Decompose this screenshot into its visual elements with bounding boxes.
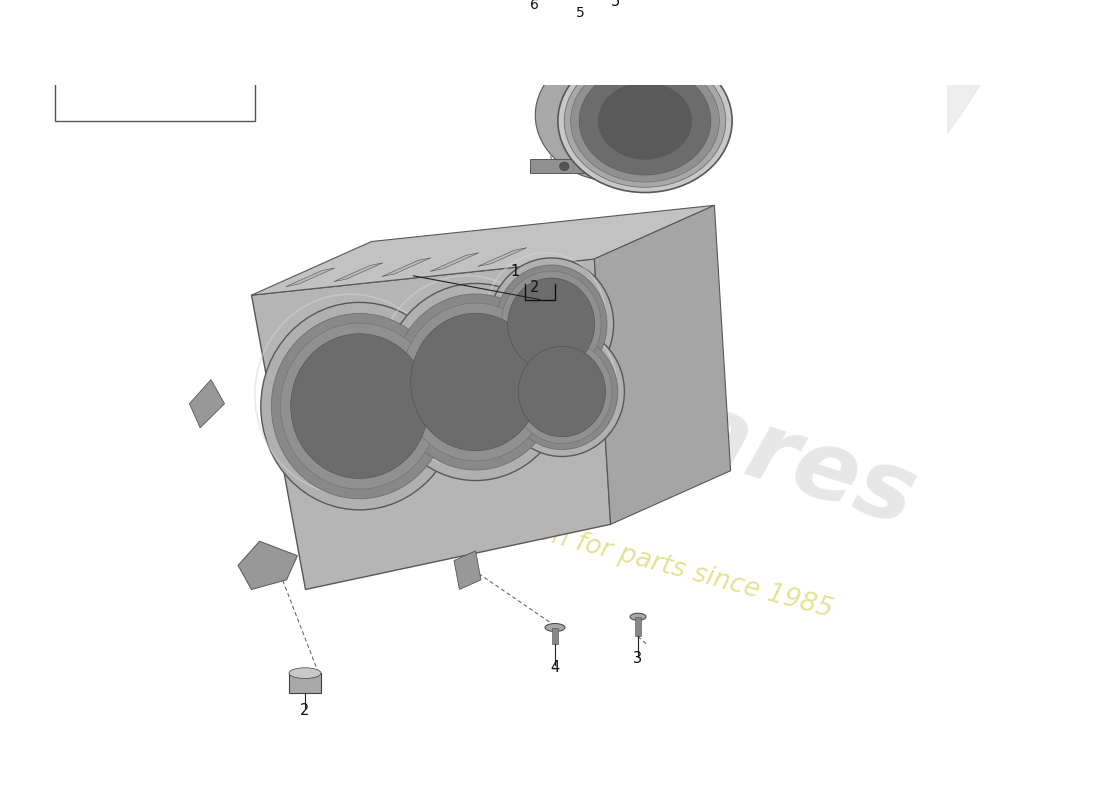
Text: 5: 5 bbox=[610, 0, 619, 10]
Text: 4: 4 bbox=[550, 660, 560, 675]
Ellipse shape bbox=[579, 66, 711, 175]
Polygon shape bbox=[616, 50, 645, 62]
Ellipse shape bbox=[499, 327, 625, 457]
Ellipse shape bbox=[518, 346, 605, 437]
Ellipse shape bbox=[101, 57, 127, 74]
Ellipse shape bbox=[289, 668, 321, 678]
Ellipse shape bbox=[532, 30, 552, 35]
Polygon shape bbox=[530, 159, 598, 174]
Polygon shape bbox=[238, 542, 297, 590]
Ellipse shape bbox=[190, 52, 213, 68]
Polygon shape bbox=[78, 0, 232, 68]
Ellipse shape bbox=[272, 314, 448, 498]
Text: a passion for parts since 1985: a passion for parts since 1985 bbox=[444, 494, 836, 623]
Ellipse shape bbox=[513, 340, 612, 443]
Ellipse shape bbox=[410, 314, 540, 450]
Ellipse shape bbox=[95, 51, 133, 80]
Bar bbox=[635, 617, 641, 637]
Polygon shape bbox=[594, 206, 730, 524]
Polygon shape bbox=[252, 259, 611, 590]
Ellipse shape bbox=[536, 49, 696, 182]
Bar bbox=[55, 0, 255, 121]
Polygon shape bbox=[382, 258, 431, 277]
Ellipse shape bbox=[495, 265, 607, 383]
Text: eurospares: eurospares bbox=[314, 267, 927, 546]
Ellipse shape bbox=[502, 271, 601, 377]
Ellipse shape bbox=[508, 278, 595, 370]
Ellipse shape bbox=[393, 294, 559, 470]
Polygon shape bbox=[252, 206, 714, 295]
Polygon shape bbox=[477, 248, 527, 266]
Ellipse shape bbox=[290, 334, 428, 478]
Polygon shape bbox=[286, 268, 334, 286]
Ellipse shape bbox=[383, 283, 569, 481]
Circle shape bbox=[560, 162, 569, 170]
Ellipse shape bbox=[564, 54, 726, 187]
Ellipse shape bbox=[534, 22, 550, 29]
Polygon shape bbox=[108, 0, 185, 15]
Text: 1: 1 bbox=[510, 264, 519, 279]
Polygon shape bbox=[189, 379, 224, 428]
Text: 2: 2 bbox=[300, 703, 310, 718]
Bar bbox=[289, 673, 321, 693]
Text: 6: 6 bbox=[529, 0, 538, 12]
Ellipse shape bbox=[402, 303, 550, 461]
Ellipse shape bbox=[571, 60, 719, 182]
Ellipse shape bbox=[280, 323, 439, 489]
Ellipse shape bbox=[261, 302, 459, 510]
Text: 2: 2 bbox=[530, 279, 540, 294]
Ellipse shape bbox=[544, 623, 565, 631]
Ellipse shape bbox=[506, 334, 618, 450]
Ellipse shape bbox=[630, 614, 646, 620]
Ellipse shape bbox=[184, 46, 220, 73]
Bar bbox=[552, 627, 558, 644]
Polygon shape bbox=[616, 50, 645, 186]
Text: 3: 3 bbox=[634, 651, 642, 666]
Polygon shape bbox=[112, 0, 182, 14]
Ellipse shape bbox=[488, 258, 614, 390]
Ellipse shape bbox=[558, 50, 733, 193]
Text: 5: 5 bbox=[575, 6, 584, 20]
Polygon shape bbox=[430, 253, 478, 271]
Polygon shape bbox=[454, 551, 481, 590]
Text: 6: 6 bbox=[526, 0, 535, 3]
Ellipse shape bbox=[598, 82, 692, 159]
Polygon shape bbox=[333, 263, 383, 282]
